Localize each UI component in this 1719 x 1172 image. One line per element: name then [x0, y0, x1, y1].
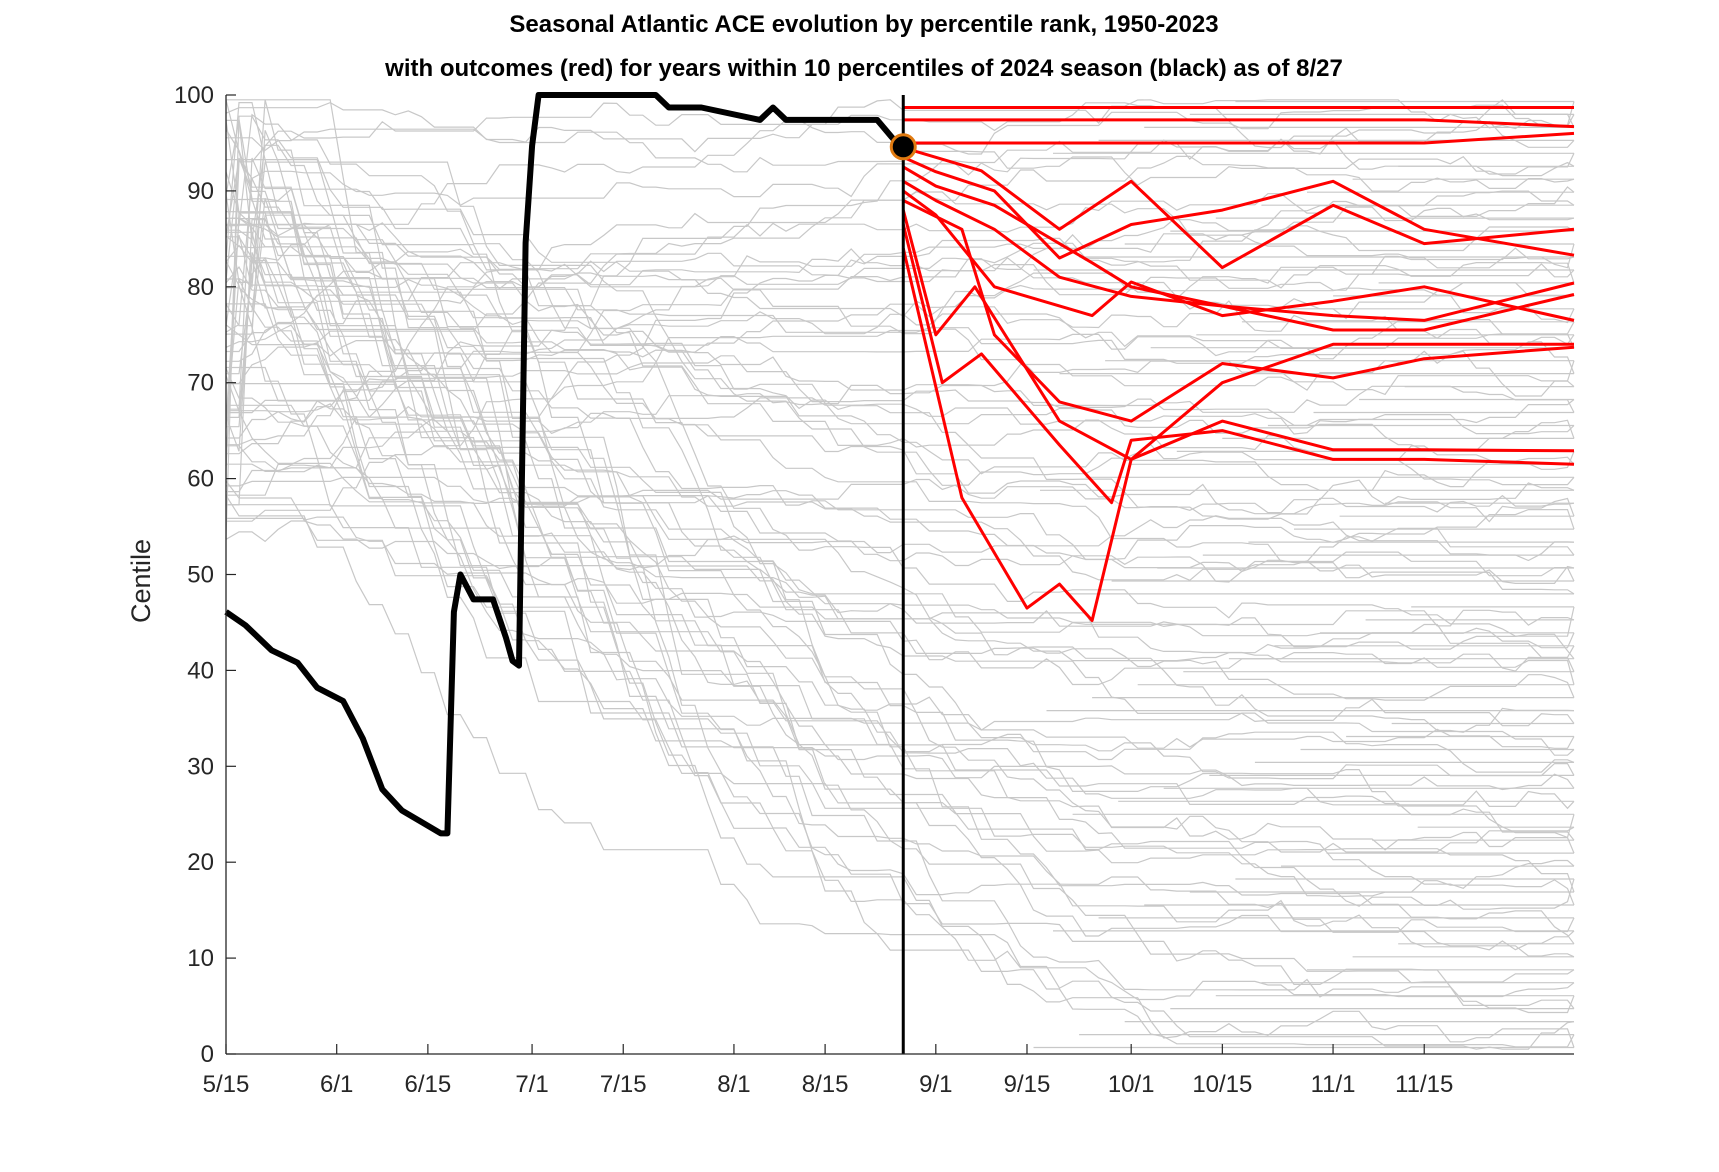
axes: 0 10 20 30 40 50 60 70 80 90 100 5/15 6/1 6/15 7/1 7/15…: [174, 82, 1574, 1098]
analog-outcome-line-6: [902, 165, 1575, 322]
other-year-line: [226, 443, 1575, 503]
other-year-line: [225, 99, 1575, 854]
analog-outcome-lines: [901, 106, 1575, 622]
analog-outcome-line-7: [902, 180, 1575, 332]
current-season-line: [224, 92, 905, 1054]
y-tick-label: 50: [187, 562, 214, 589]
chart-subtitle: with outcomes (red) for years within 10 …: [384, 55, 1343, 82]
analog-outcome-line-12: [901, 248, 1574, 622]
season-2024-line: [224, 92, 905, 837]
y-tick-label: 90: [187, 178, 214, 205]
x-tick-label: 6/15: [405, 1071, 452, 1098]
x-tick-label: 8/15: [802, 1071, 849, 1098]
other-year-line: [225, 115, 1575, 637]
x-tick-label: 10/15: [1192, 1071, 1252, 1098]
x-tick-label: 9/15: [1004, 1071, 1051, 1098]
other-years-lines: [225, 99, 1575, 1050]
y-tick-label: 40: [187, 657, 214, 684]
other-year-line: [226, 119, 1575, 649]
x-tick-label: 5/15: [203, 1071, 250, 1098]
current-value-marker: [889, 133, 917, 161]
x-tick-label: 11/1: [1311, 1071, 1356, 1098]
y-tick-label: 80: [187, 274, 214, 301]
other-year-line: [225, 171, 1575, 773]
current-value-dot: [889, 133, 917, 161]
y-tick-label: 0: [201, 1041, 214, 1068]
x-tick-label: 8/1: [717, 1071, 750, 1098]
x-tick-label: 6/1: [320, 1071, 353, 1098]
other-year-line: [225, 324, 1575, 585]
y-tick-label: 100: [174, 82, 214, 109]
other-year-line: [225, 495, 1575, 1050]
analog-outcome-line-4: [902, 146, 1575, 270]
analog-outcome-line-5: [902, 155, 1575, 260]
x-tick-label: 9/1: [919, 1071, 952, 1098]
other-year-line: [226, 211, 1575, 1048]
other-year-line: [225, 244, 1575, 349]
y-tick-label: 20: [187, 849, 214, 876]
x-tick-label: 10/1: [1108, 1071, 1155, 1098]
y-tick-label: 10: [187, 945, 214, 972]
y-tick-label: 30: [187, 753, 214, 780]
y-tick-label: 60: [187, 466, 214, 493]
analog-outcome-line-8: [902, 189, 1575, 322]
other-year-line: [225, 252, 1575, 945]
analog-outcome-line-3: [903, 131, 1575, 145]
x-tick-label: 7/1: [515, 1071, 548, 1098]
y-axis-label: Centile: [126, 539, 156, 623]
other-year-line: [226, 504, 1575, 1001]
x-tick-label: 7/15: [600, 1071, 647, 1098]
x-tick-label: 11/15: [1395, 1071, 1453, 1098]
analog-outcome-line-9: [902, 199, 1575, 423]
analog-outcome-line-11: [901, 224, 1575, 505]
y-tick-label: 70: [187, 370, 214, 397]
analog-outcome-line-2: [903, 118, 1575, 129]
chart-title: Seasonal Atlantic ACE evolution by perce…: [509, 11, 1218, 38]
other-year-line: [225, 266, 1575, 660]
